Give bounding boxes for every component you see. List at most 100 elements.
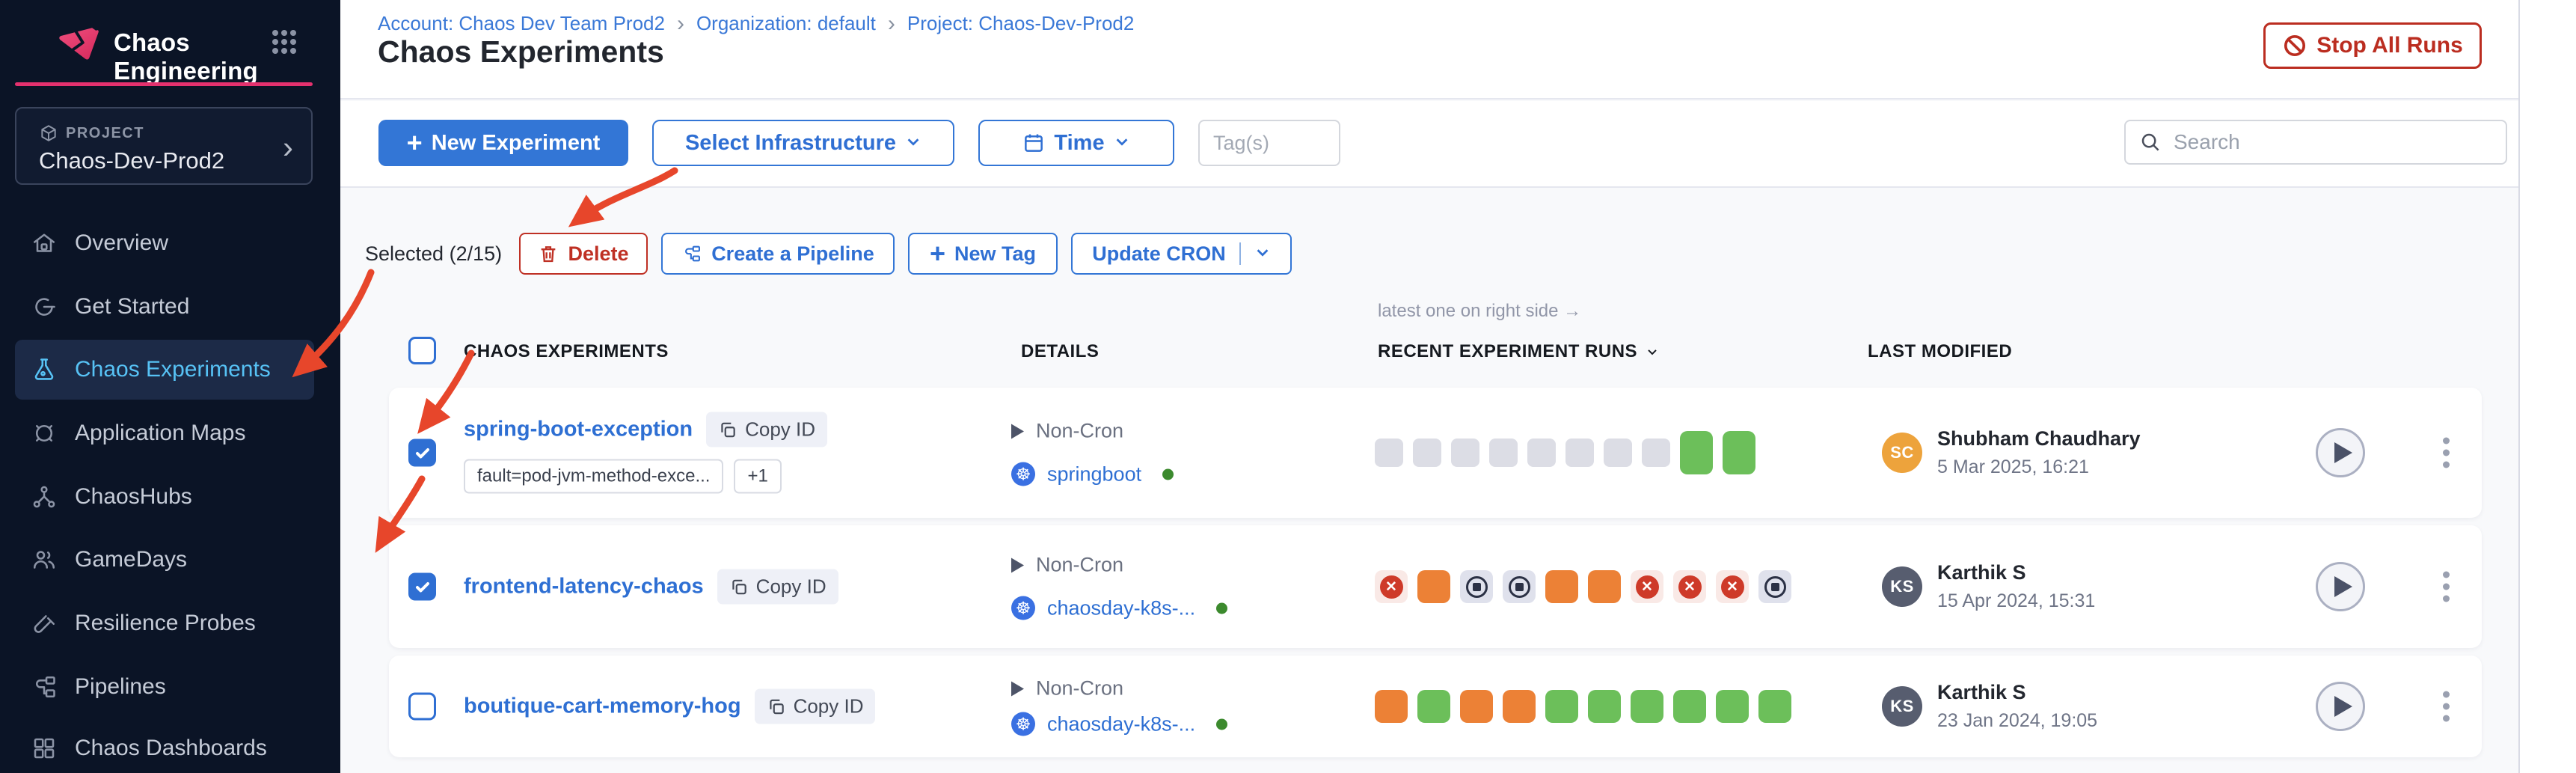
- more-tags-chip[interactable]: +1: [734, 459, 782, 494]
- delete-button[interactable]: Delete: [519, 233, 648, 275]
- page-header: [340, 0, 2576, 100]
- row-checkbox[interactable]: [408, 692, 436, 721]
- module-grid-icon[interactable]: [269, 27, 299, 57]
- run-status-running[interactable]: [1460, 690, 1493, 723]
- breadcrumb-account-link[interactable]: Account: Chaos Dev Team Prod2: [378, 12, 665, 34]
- row-checkbox[interactable]: [408, 439, 436, 467]
- run-status-running[interactable]: [1417, 570, 1450, 603]
- experiment-name-link[interactable]: boutique-cart-memory-hog: [464, 694, 741, 718]
- expand-icon[interactable]: [1011, 681, 1024, 696]
- chevron-down-icon[interactable]: [1254, 242, 1271, 266]
- column-header-recent-runs[interactable]: RECENT EXPERIMENT RUNS: [1378, 335, 1660, 368]
- run-status-none[interactable]: [1451, 439, 1479, 467]
- pipeline-icon: [685, 245, 701, 262]
- run-status-none[interactable]: [1413, 439, 1441, 467]
- sidebar-item-get-started[interactable]: Get Started: [15, 277, 314, 337]
- run-status-none[interactable]: [1489, 439, 1518, 467]
- breadcrumb-org-link[interactable]: Organization: default: [696, 12, 876, 34]
- run-status-completed[interactable]: [1680, 431, 1713, 474]
- modified-by: Shubham Chaudhary: [1937, 427, 2141, 450]
- run-status-stopped[interactable]: [1503, 570, 1536, 603]
- run-status-completed[interactable]: [1631, 690, 1663, 723]
- infrastructure-link[interactable]: chaosday-k8s-...: [1047, 712, 1196, 735]
- avatar: SC: [1882, 433, 1922, 473]
- search-input[interactable]: [2174, 130, 2506, 154]
- run-status-none[interactable]: [1565, 439, 1594, 467]
- run-status-failed[interactable]: ✕: [1631, 570, 1663, 603]
- run-experiment-button[interactable]: [2316, 562, 2365, 611]
- sidebar-item-chaos-experiments[interactable]: Chaos Experiments: [15, 340, 314, 400]
- run-status-running[interactable]: [1503, 690, 1536, 723]
- copy-id-button[interactable]: Copy ID: [706, 412, 828, 447]
- run-status-failed[interactable]: ✕: [1716, 570, 1749, 603]
- sidebar-item-resilience-probes[interactable]: Resilience Probes: [15, 593, 314, 653]
- select-all-checkbox[interactable]: [408, 337, 436, 364]
- row-checkbox[interactable]: [408, 572, 436, 601]
- sidebar-item-chaos-dashboards[interactable]: Chaos Dashboards: [15, 718, 314, 773]
- sidebar-item-label: Application Maps: [75, 421, 246, 445]
- select-infrastructure-dropdown[interactable]: Select Infrastructure: [652, 120, 954, 166]
- modified-date: 15 Apr 2024, 15:31: [1937, 590, 2096, 611]
- copy-icon: [721, 422, 735, 437]
- tags-filter-input[interactable]: [1198, 120, 1340, 166]
- run-status-completed[interactable]: [1723, 431, 1755, 474]
- sidebar-item-label: GameDays: [75, 547, 188, 572]
- experiment-name-link[interactable]: frontend-latency-chaos: [464, 574, 704, 599]
- run-status-none[interactable]: [1527, 439, 1556, 467]
- run-status-running[interactable]: [1588, 570, 1621, 603]
- row-menu-button[interactable]: [2438, 562, 2454, 612]
- run-status-stopped[interactable]: [1460, 570, 1493, 603]
- run-status-running[interactable]: [1545, 570, 1578, 603]
- run-status-failed[interactable]: ✕: [1673, 570, 1706, 603]
- sidebar-item-overview[interactable]: Overview: [15, 213, 314, 273]
- new-experiment-button[interactable]: + New Experiment: [378, 120, 628, 166]
- stop-all-runs-button[interactable]: Stop All Runs: [2263, 22, 2482, 69]
- run-experiment-button[interactable]: [2316, 682, 2365, 731]
- copy-id-button[interactable]: Copy ID: [717, 569, 838, 605]
- run-status-running[interactable]: [1375, 690, 1408, 723]
- kubernetes-icon: ☸: [1011, 712, 1035, 736]
- run-status-completed[interactable]: [1588, 690, 1621, 723]
- failed-run-icon: ✕: [1720, 575, 1744, 599]
- recent-runs-strip: [1375, 431, 1755, 474]
- create-pipeline-button[interactable]: Create a Pipeline: [661, 233, 895, 275]
- time-filter-dropdown[interactable]: Time: [978, 120, 1174, 166]
- run-experiment-button[interactable]: [2316, 428, 2365, 477]
- run-status-none[interactable]: [1375, 439, 1403, 467]
- sidebar-item-chaoshubs[interactable]: ChaosHubs: [15, 467, 314, 527]
- run-status-completed[interactable]: [1417, 690, 1450, 723]
- sidebar-item-label: Get Started: [75, 294, 190, 319]
- project-label: PROJECT: [66, 124, 144, 141]
- run-status-completed[interactable]: [1673, 690, 1706, 723]
- row-menu-button[interactable]: [2438, 428, 2454, 478]
- sidebar-item-pipelines[interactable]: Pipelines: [15, 657, 314, 717]
- update-cron-button[interactable]: Update CRON: [1071, 233, 1292, 275]
- scrollbar-track[interactable]: [2518, 0, 2576, 773]
- sidebar-item-label: Chaos Experiments: [75, 357, 271, 382]
- expand-icon[interactable]: [1011, 557, 1024, 572]
- row-menu-button[interactable]: [2438, 682, 2454, 732]
- run-status-completed[interactable]: [1716, 690, 1749, 723]
- infrastructure-link[interactable]: chaosday-k8s-...: [1047, 596, 1196, 619]
- breadcrumb-project-link[interactable]: Project: Chaos-Dev-Prod2: [907, 12, 1135, 34]
- new-tag-button[interactable]: + New Tag: [908, 233, 1058, 275]
- run-status-stopped[interactable]: [1758, 570, 1791, 603]
- copy-id-button[interactable]: Copy ID: [754, 688, 876, 724]
- chevron-right-icon: ›: [676, 10, 684, 36]
- run-status-failed[interactable]: ✕: [1375, 570, 1408, 603]
- sidebar-item-label: ChaosHubs: [75, 484, 192, 509]
- run-status-completed[interactable]: [1545, 690, 1578, 723]
- run-status-none[interactable]: [1642, 439, 1670, 467]
- column-header-last-modified: LAST MODIFIED: [1868, 341, 2013, 361]
- project-selector[interactable]: PROJECT Chaos-Dev-Prod2 ›: [15, 107, 313, 185]
- expand-icon[interactable]: [1011, 424, 1024, 439]
- play-icon: [2334, 576, 2352, 597]
- experiment-name-link[interactable]: spring-boot-exception: [464, 417, 693, 442]
- home-icon: [30, 229, 58, 257]
- infrastructure-link[interactable]: springboot: [1047, 462, 1142, 485]
- run-status-completed[interactable]: [1758, 690, 1791, 723]
- sidebar-item-label: Overview: [75, 230, 169, 255]
- sidebar-item-application-maps[interactable]: Application Maps: [15, 403, 314, 463]
- sidebar-item-gamedays[interactable]: GameDays: [15, 530, 314, 590]
- run-status-none[interactable]: [1604, 439, 1632, 467]
